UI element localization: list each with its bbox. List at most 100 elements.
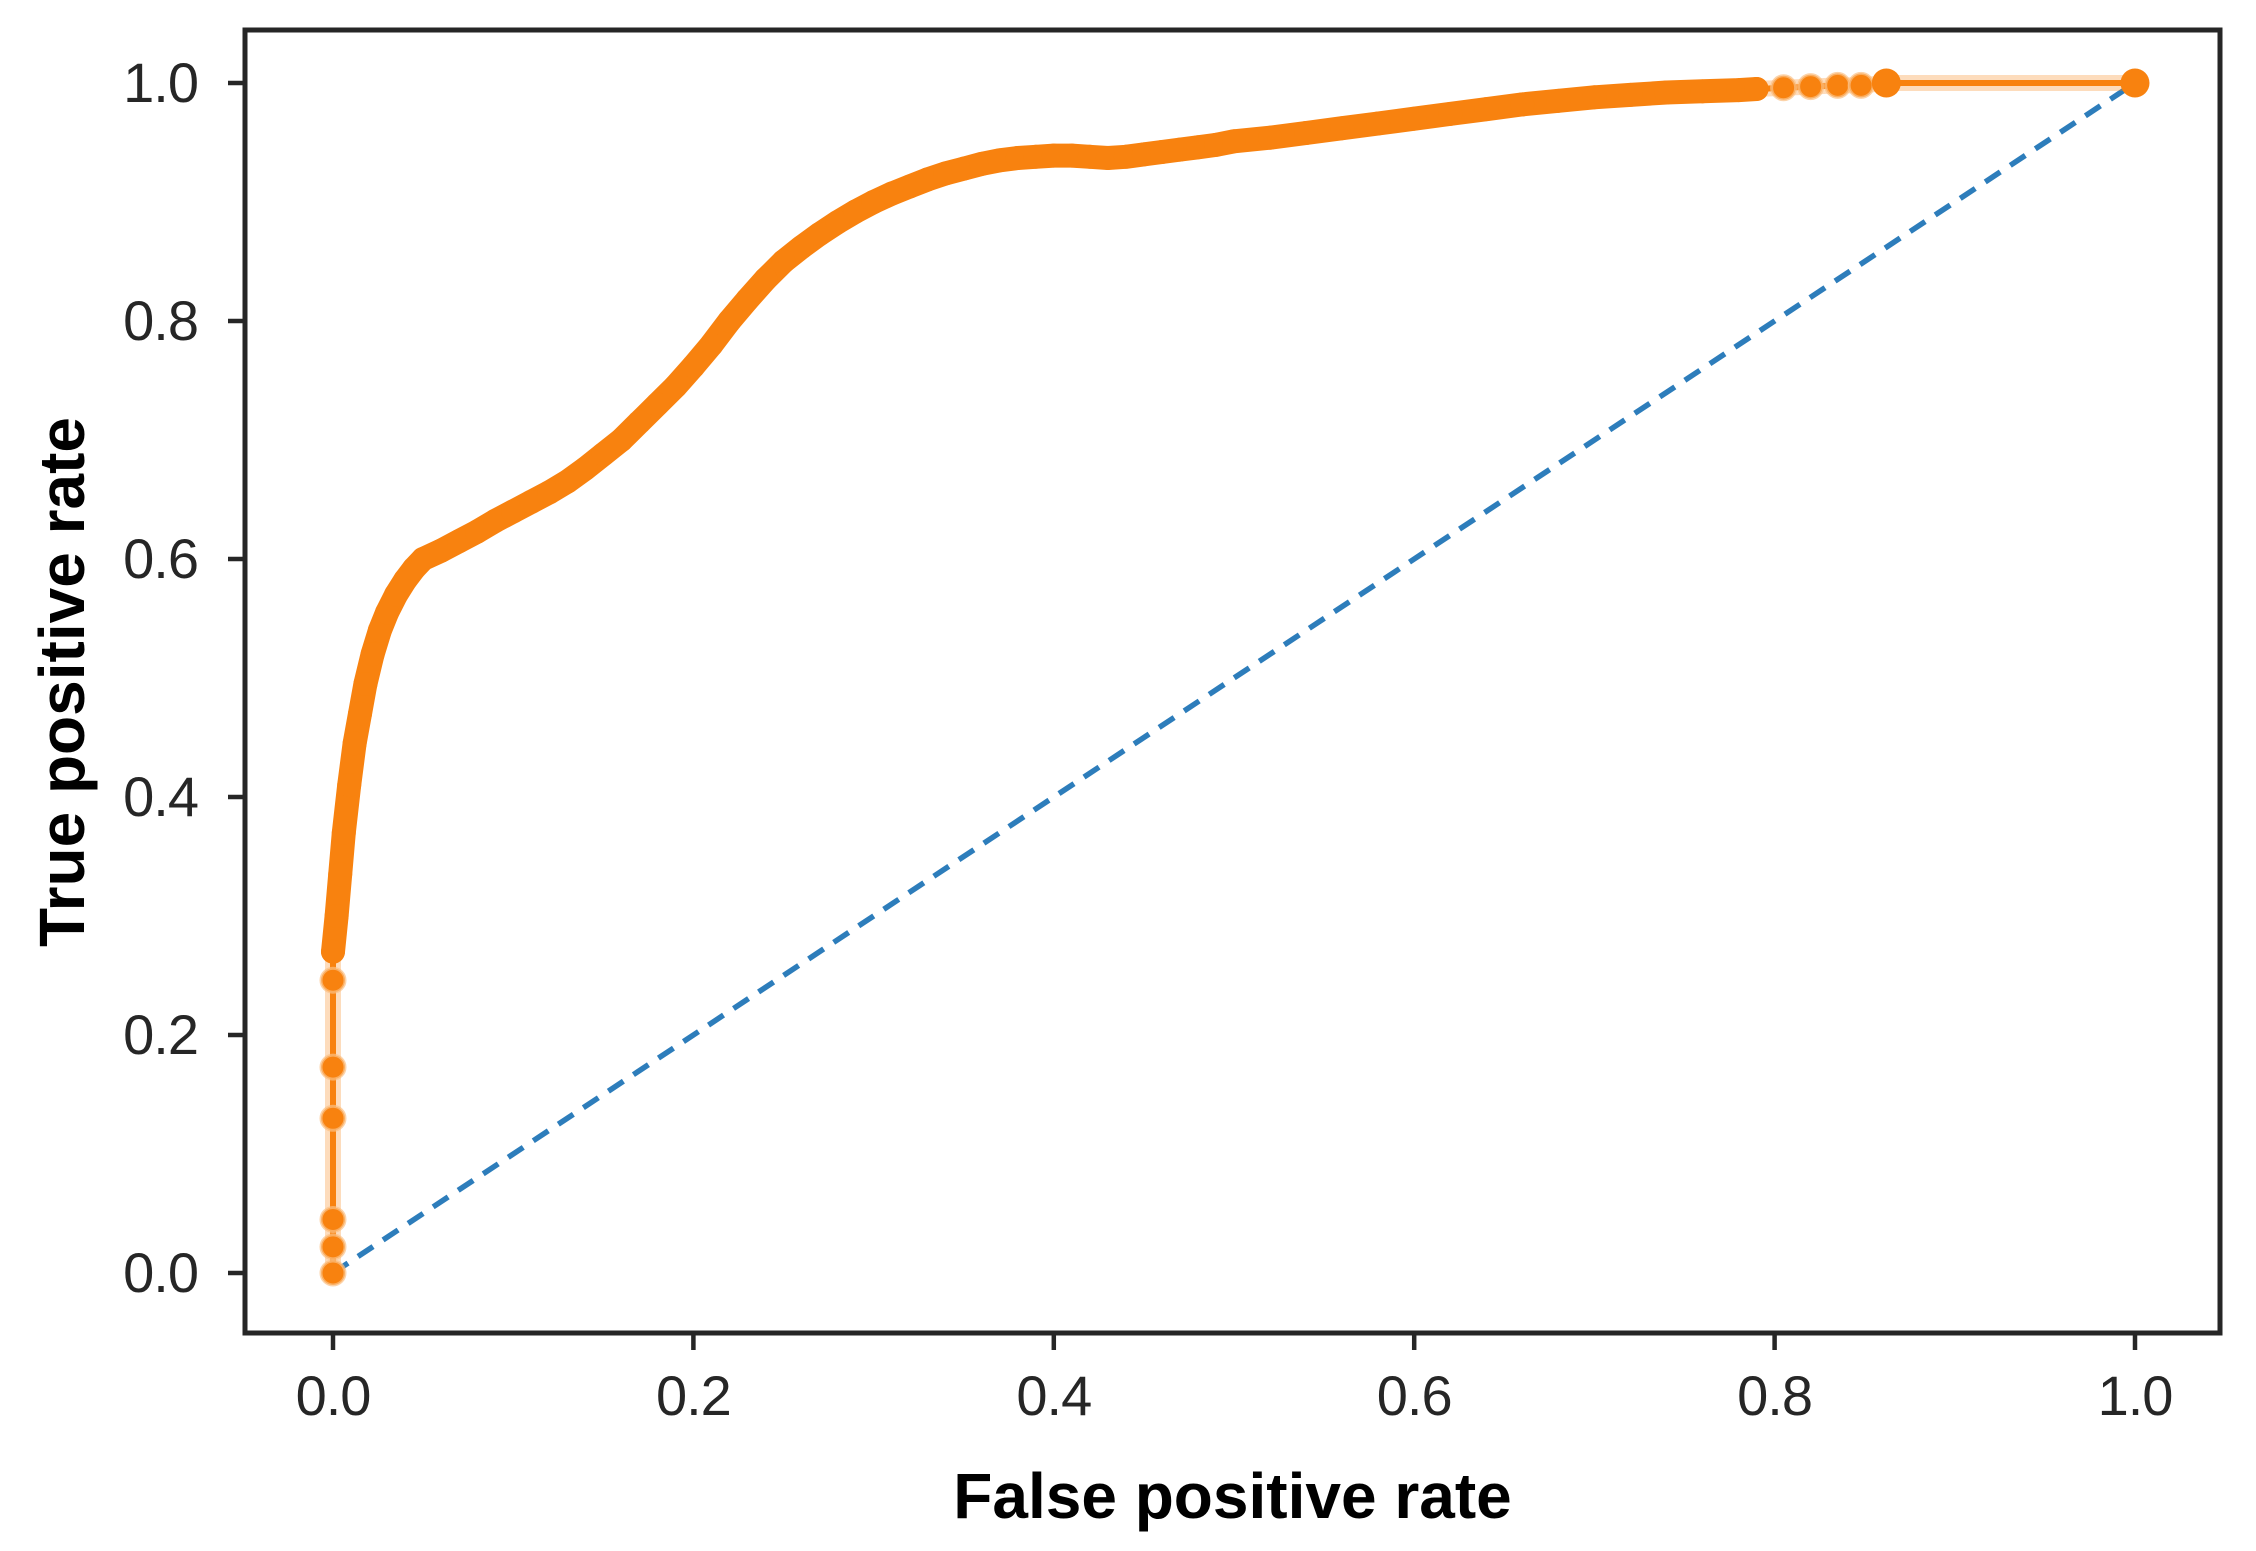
roc-marker xyxy=(1203,132,1228,157)
roc-end-marker xyxy=(2120,68,2150,98)
roc-marker xyxy=(591,442,616,467)
roc-marker xyxy=(331,820,356,845)
roc-marker xyxy=(447,529,472,554)
y-tick-label: 0.8 xyxy=(123,289,199,352)
roc-marker xyxy=(573,456,598,481)
roc-marker xyxy=(501,499,526,524)
roc-marker xyxy=(843,199,868,224)
roc-marker xyxy=(1258,125,1283,150)
roc-marker xyxy=(353,671,378,696)
roc-marker xyxy=(933,161,958,186)
roc-marker xyxy=(319,1233,347,1261)
roc-marker xyxy=(319,1259,347,1287)
roc-marker xyxy=(1824,71,1852,99)
roc-marker xyxy=(465,519,490,544)
roc-marker xyxy=(879,181,904,206)
y-tick-label: 0.0 xyxy=(123,1241,199,1304)
roc-marker xyxy=(1474,97,1499,122)
roc-marker xyxy=(429,538,454,563)
roc-marker xyxy=(1654,80,1679,105)
roc-marker xyxy=(1113,144,1138,169)
roc-marker xyxy=(321,939,345,964)
roc-marker xyxy=(319,1053,347,1081)
roc-marker xyxy=(663,374,688,399)
roc-marker xyxy=(1185,135,1210,160)
roc-marker xyxy=(1726,78,1751,103)
roc-marker xyxy=(319,1205,347,1233)
roc-marker xyxy=(1077,144,1102,169)
roc-marker xyxy=(789,235,814,260)
y-tick-label: 0.2 xyxy=(123,1003,199,1066)
roc-marker xyxy=(1797,73,1825,101)
x-tick-label: 0.2 xyxy=(655,1364,732,1427)
roc-marker xyxy=(807,222,832,247)
roc-marker xyxy=(1222,129,1246,154)
axes-frame xyxy=(242,27,2223,1336)
y-axis-label: True positive rate xyxy=(26,416,98,947)
roc-marker xyxy=(771,249,796,274)
roc-marker xyxy=(861,190,886,214)
roc-marker xyxy=(1131,142,1156,167)
roc-marker xyxy=(1510,92,1535,117)
roc-marker xyxy=(753,267,778,292)
roc-marker xyxy=(735,287,760,312)
roc-marker xyxy=(717,309,742,333)
roc-marker xyxy=(1438,101,1463,126)
roc-marker xyxy=(337,773,362,798)
roc-marker xyxy=(1366,111,1391,136)
roc-marker xyxy=(1546,88,1571,113)
x-tick-label: 0.4 xyxy=(1016,1364,1092,1427)
roc-marker xyxy=(681,354,706,379)
roc-marker xyxy=(319,1104,347,1132)
x-tick-label: 0.6 xyxy=(1376,1364,1453,1427)
roc-marker-band xyxy=(321,77,1769,964)
roc-marker xyxy=(645,392,670,417)
roc-end-marker xyxy=(1871,68,1901,98)
x-tick-label: 0.0 xyxy=(295,1364,372,1427)
roc-marker xyxy=(555,469,580,494)
roc-marker xyxy=(519,489,544,514)
roc-marker xyxy=(1149,140,1174,165)
roc-marker xyxy=(319,966,347,994)
roc-marker xyxy=(411,547,436,571)
x-tick-label: 0.8 xyxy=(1737,1364,1813,1427)
roc-marker xyxy=(1402,106,1427,131)
x-tick-label: 1.0 xyxy=(2097,1364,2174,1427)
roc-marker xyxy=(324,904,349,928)
roc-marker xyxy=(897,174,922,199)
roc-marker xyxy=(1582,85,1607,110)
roc-marker xyxy=(1059,143,1084,168)
roc-marker xyxy=(1690,79,1715,104)
y-tick-label: 1.0 xyxy=(123,51,199,114)
roc-marker xyxy=(1618,82,1643,107)
roc-marker xyxy=(1167,137,1192,162)
roc-marker xyxy=(951,156,976,181)
roc-marker xyxy=(987,148,1012,173)
roc-marker xyxy=(1023,144,1048,169)
roc-marker xyxy=(699,332,724,357)
roc-marker xyxy=(1005,145,1030,170)
roc-marker xyxy=(1294,120,1319,145)
roc-marker xyxy=(537,480,562,505)
roc-marker xyxy=(609,428,634,452)
roc-marker xyxy=(1744,76,1769,101)
chance-diagonal-line xyxy=(331,80,2137,1276)
roc-marker xyxy=(627,410,652,435)
roc-marker xyxy=(969,151,994,176)
roc-marker xyxy=(1330,116,1355,141)
roc-marker xyxy=(360,642,385,667)
roc-marker xyxy=(342,731,367,756)
roc-marker xyxy=(483,508,508,533)
roc-marker xyxy=(1847,71,1875,99)
roc-marker xyxy=(915,167,940,192)
roc-marker xyxy=(375,600,400,625)
roc-marker xyxy=(348,701,373,726)
roc-marker xyxy=(328,862,353,887)
roc-marker xyxy=(825,210,850,235)
roc-marker xyxy=(1770,74,1798,102)
x-axis-label: False positive rate xyxy=(953,1460,1512,1532)
y-tick-label: 0.4 xyxy=(123,765,199,828)
roc-marker xyxy=(1041,143,1066,168)
